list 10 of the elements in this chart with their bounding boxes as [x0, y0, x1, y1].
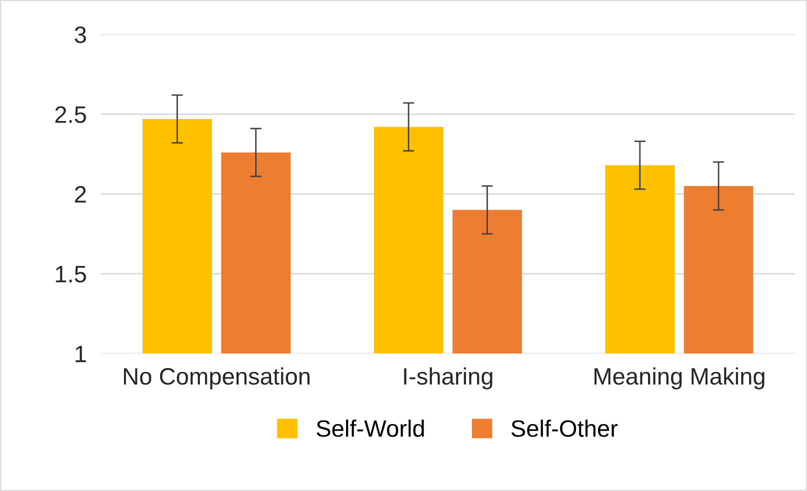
legend-label: Self-World	[316, 420, 424, 437]
x-tick-label: I-sharing	[404, 367, 492, 390]
legend-label: Self-Other	[511, 420, 618, 437]
y-tick-label: 3	[74, 26, 86, 44]
y-tick-label: 1	[76, 346, 86, 362]
y-tick-label: 1.5	[56, 266, 86, 283]
y-tick-label: 2	[75, 186, 86, 202]
x-tick-label: Meaning Making	[594, 367, 764, 390]
x-tick-label: No Compensation	[124, 367, 310, 390]
y-tick-label: 2.5	[55, 106, 86, 123]
